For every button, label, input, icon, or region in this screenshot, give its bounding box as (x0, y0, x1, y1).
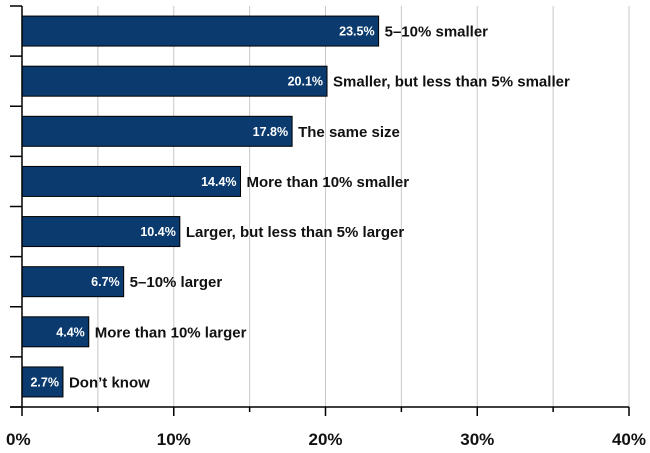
bar (21, 266, 125, 298)
bar (21, 366, 64, 398)
bar (21, 216, 181, 248)
bar (21, 316, 90, 348)
bar-value-label: 17.8% (253, 125, 288, 139)
x-tick-label: 40% (612, 430, 646, 449)
bar-category-label: 5–10% smaller (385, 24, 489, 41)
bars (21, 15, 380, 398)
bar-category-label: More than 10% larger (95, 324, 247, 341)
bar-category-label: Larger, but less than 5% larger (186, 224, 405, 241)
bar-category-label: 5–10% larger (130, 274, 223, 291)
x-tick-label: 0% (6, 430, 31, 449)
bar-value-label: 14.4% (201, 175, 236, 189)
bar-value-label: 20.1% (288, 75, 323, 89)
bar (21, 115, 293, 147)
bar-category-label: Don’t know (69, 374, 150, 391)
bar (21, 165, 242, 197)
bar (21, 15, 380, 47)
bar-category-label: The same size (298, 124, 400, 141)
bar (21, 65, 328, 97)
bar-value-label: 6.7% (91, 275, 120, 289)
bar-value-label: 2.7% (30, 375, 59, 389)
bar-category-label: Smaller, but less than 5% smaller (333, 74, 570, 91)
labels: 23.5% 5–10% smaller 20.1% Smaller, but less… (6, 24, 646, 449)
x-tick-label: 30% (460, 430, 494, 449)
bar-value-label: 10.4% (140, 225, 175, 239)
bar-value-label: 4.4% (56, 325, 85, 339)
axes (10, 5, 630, 416)
x-tick-label: 10% (157, 430, 191, 449)
x-tick-label: 20% (308, 430, 342, 449)
bar-category-label: More than 10% smaller (247, 174, 410, 191)
bar-value-label: 23.5% (339, 25, 374, 39)
